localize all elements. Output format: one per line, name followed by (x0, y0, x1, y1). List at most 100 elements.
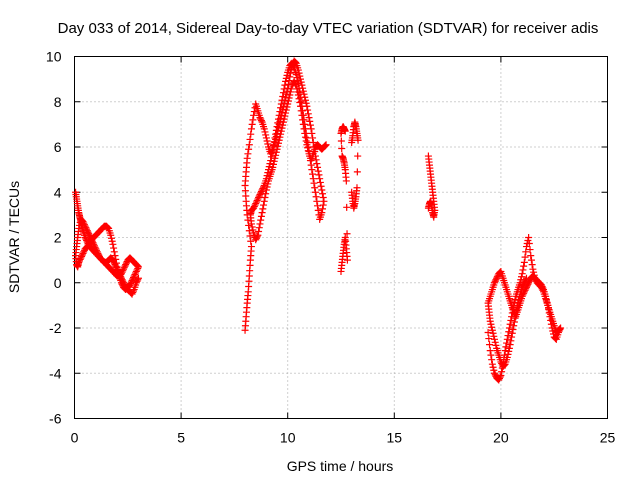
segment-3-point (337, 137, 345, 145)
segment-5-point (557, 324, 565, 332)
segment-5-point (507, 337, 515, 345)
y-tick-label: 0 (54, 275, 62, 291)
segment-2-point (296, 99, 304, 107)
segment-5-point (502, 343, 510, 351)
segment-1-point (111, 252, 119, 260)
segment-2-point (321, 142, 329, 150)
segment-5-point (506, 341, 514, 349)
segment-2-point (256, 191, 264, 199)
segment-2-point (264, 140, 272, 148)
segment-2-point (280, 115, 288, 123)
segment-2-point (277, 127, 285, 135)
segment-3-point (343, 230, 351, 238)
segment-2-point (282, 77, 290, 85)
segment-5-point (492, 276, 500, 284)
segment-2-point (301, 133, 309, 141)
segment-1-point (79, 249, 87, 257)
segment-2-point (245, 227, 253, 235)
segment-1-point (116, 271, 124, 279)
segment-2-point (313, 160, 321, 168)
segment-2-point (276, 108, 284, 116)
segment-2-point (306, 117, 314, 125)
segment-1-point (79, 218, 87, 226)
segment-2-point (282, 106, 290, 114)
segment-1-point (129, 289, 137, 297)
segment-2-point (245, 141, 253, 149)
segment-5-point (488, 360, 496, 368)
segment-1-point (85, 240, 93, 248)
segment-2-point (294, 91, 302, 99)
segment-5-point (491, 277, 499, 285)
segment-2-point (262, 186, 270, 194)
segment-5-point (545, 305, 553, 313)
segment-1-point (89, 239, 97, 247)
segment-2-point (287, 61, 295, 69)
segment-2-point (292, 82, 300, 90)
segment-2-point (249, 116, 257, 124)
segment-5-point (504, 332, 512, 340)
segment-2-point (254, 195, 262, 203)
segment-1-point (93, 246, 101, 254)
segment-5-point (490, 366, 498, 374)
segment-1-point (95, 251, 103, 259)
segment-2-point (275, 111, 283, 119)
segment-5-point (525, 234, 533, 241)
segment-5-point (518, 270, 526, 278)
segment-1-point (117, 274, 125, 282)
segment-2-point (261, 194, 269, 202)
segment-5-point (551, 334, 559, 342)
segment-1-point (111, 261, 119, 269)
segment-5-point (493, 274, 501, 282)
segment-2-point (319, 205, 327, 213)
segment-1-point (113, 265, 121, 273)
segment-1-point (75, 221, 83, 229)
segment-2-point (297, 107, 305, 115)
segment-2-point (247, 237, 255, 245)
segment-2-point (252, 236, 260, 244)
segment-2-point (257, 117, 265, 125)
segment-2-point (243, 154, 251, 162)
segment-2-point (256, 220, 264, 228)
segment-1-point (118, 276, 126, 284)
segment-5-point (525, 240, 533, 248)
chart-title: Day 033 of 2014, Sidereal Day-to-day VTE… (58, 20, 599, 37)
segment-1-point (112, 264, 120, 272)
segment-5-point (503, 335, 511, 343)
segment-2-point (273, 129, 281, 137)
segment-5-point (492, 341, 500, 349)
segment-1-point (115, 268, 123, 276)
segment-2-point (281, 112, 289, 120)
segment-1-point (80, 246, 88, 254)
segment-2-point (290, 77, 298, 85)
segment-4-point (424, 204, 432, 212)
segment-5-point (549, 327, 557, 335)
segment-5-point (503, 339, 511, 347)
segment-2-point (279, 92, 287, 100)
segment-2-point (275, 136, 283, 144)
segment-5-point (549, 330, 557, 338)
segment-5-point (528, 261, 536, 269)
segment-3-point (343, 203, 351, 211)
segment-1-point (110, 258, 118, 266)
segment-3-point (353, 168, 361, 176)
segment-2-point (299, 120, 307, 128)
segment-1-point (90, 240, 98, 248)
segment-2-point (281, 81, 289, 89)
segment-2-point (266, 160, 274, 168)
segment-5-point (505, 328, 513, 336)
segment-2-point (273, 145, 281, 153)
segment-5-point (495, 375, 503, 383)
segment-5-point (495, 270, 503, 278)
segment-5-point (489, 329, 497, 337)
segment-1-point (129, 287, 137, 295)
segment-1-point (108, 237, 116, 245)
segment-1-point (82, 224, 90, 232)
segment-2-point (287, 88, 295, 96)
segment-1-point (86, 233, 94, 241)
segment-1-point (121, 262, 129, 270)
segment-1-point (78, 251, 86, 259)
segment-1-point (122, 259, 130, 267)
segment-1-point (132, 269, 140, 277)
segment-2-point (274, 139, 282, 147)
segment-1-point (80, 221, 88, 229)
